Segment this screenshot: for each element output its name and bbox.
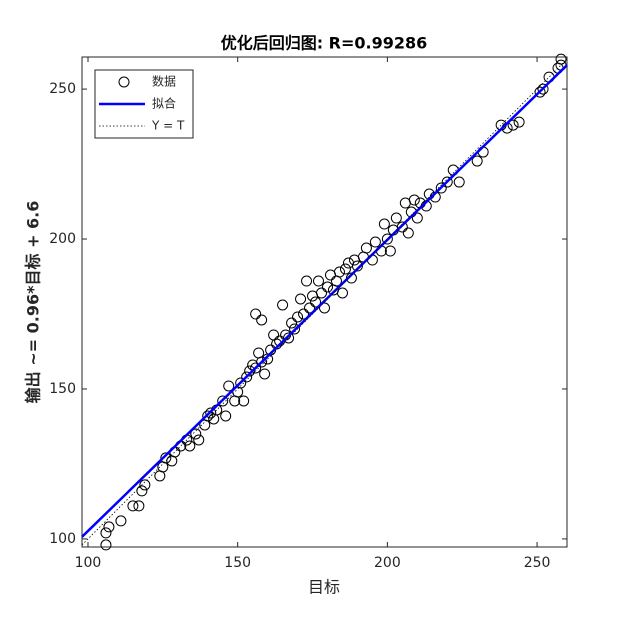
- data-point: [310, 296, 322, 308]
- data-point: [384, 245, 396, 257]
- fit-line: [81, 64, 568, 538]
- data-point: [103, 521, 115, 533]
- data-point: [244, 365, 256, 377]
- data-point: [160, 452, 172, 464]
- data-point: [205, 407, 217, 419]
- data-point: [298, 308, 310, 320]
- data-point: [336, 287, 348, 299]
- data-point: [193, 434, 205, 446]
- data-point: [316, 287, 328, 299]
- data-point: [277, 299, 289, 311]
- data-point: [313, 275, 325, 287]
- data-point: [256, 356, 268, 368]
- data-point: [534, 86, 546, 98]
- legend-marker: [118, 76, 130, 88]
- data-point: [202, 410, 214, 422]
- data-point: [190, 428, 202, 440]
- data-point: [133, 500, 145, 512]
- data-point: [360, 242, 372, 254]
- data-point: [241, 371, 253, 383]
- data-point: [555, 53, 567, 65]
- data-point: [390, 212, 402, 224]
- data-point: [471, 155, 483, 167]
- y-tick-label: 100: [49, 531, 76, 547]
- legend-label: 数据: [152, 74, 176, 89]
- y-tick-label: 200: [49, 231, 76, 247]
- data-point: [223, 380, 235, 392]
- legend-label: 拟合: [152, 96, 176, 111]
- data-point: [351, 260, 363, 272]
- data-point: [238, 395, 250, 407]
- data-point: [136, 485, 148, 497]
- data-point: [127, 500, 139, 512]
- x-tick-label: 250: [524, 555, 551, 571]
- fit-line: [81, 58, 568, 546]
- data-point: [513, 116, 525, 128]
- data-point: [289, 323, 301, 335]
- y-tick-label: 250: [49, 81, 76, 97]
- data-point: [259, 368, 271, 380]
- x-tick-label: 150: [224, 555, 251, 571]
- data-point: [396, 221, 408, 233]
- x-tick-label: 200: [374, 555, 401, 571]
- data-point: [220, 410, 232, 422]
- legend-label: Y = T: [151, 119, 185, 133]
- x-tick-label: 100: [75, 555, 102, 571]
- data-point: [319, 302, 330, 314]
- data-point: [369, 236, 381, 248]
- data-point: [250, 308, 262, 320]
- data-point: [378, 218, 390, 230]
- data-point: [537, 83, 549, 95]
- data-point: [292, 311, 304, 323]
- data-point: [256, 314, 268, 326]
- data-point: [184, 440, 196, 452]
- data-point: [333, 266, 345, 278]
- data-point: [283, 332, 295, 344]
- chart-title: 优化后回归图: R=0.99286: [221, 34, 428, 53]
- data-point: [100, 539, 112, 551]
- data-point: [100, 527, 112, 539]
- data-point: [435, 182, 447, 194]
- y-axis-label: 输出 ~= 0.96*目标 + 6.6: [24, 201, 43, 404]
- data-point: [411, 212, 423, 224]
- data-point: [217, 395, 229, 407]
- data-point: [402, 227, 414, 239]
- data-point: [301, 275, 313, 287]
- data-point: [304, 302, 316, 314]
- data-point: [235, 377, 247, 389]
- data-point: [507, 119, 519, 131]
- data-point: [453, 176, 465, 188]
- data-point: [295, 293, 307, 305]
- data-point: [115, 515, 127, 527]
- data-point: [339, 263, 351, 275]
- data-point: [286, 317, 298, 329]
- data-point: [321, 281, 333, 293]
- data-point: [381, 233, 393, 245]
- data-point: [441, 176, 453, 188]
- x-axis-label: 目标: [308, 578, 340, 597]
- data-point: [250, 362, 262, 374]
- data-point: [408, 194, 420, 206]
- data-point: [139, 479, 151, 491]
- y-tick-label: 150: [49, 381, 76, 397]
